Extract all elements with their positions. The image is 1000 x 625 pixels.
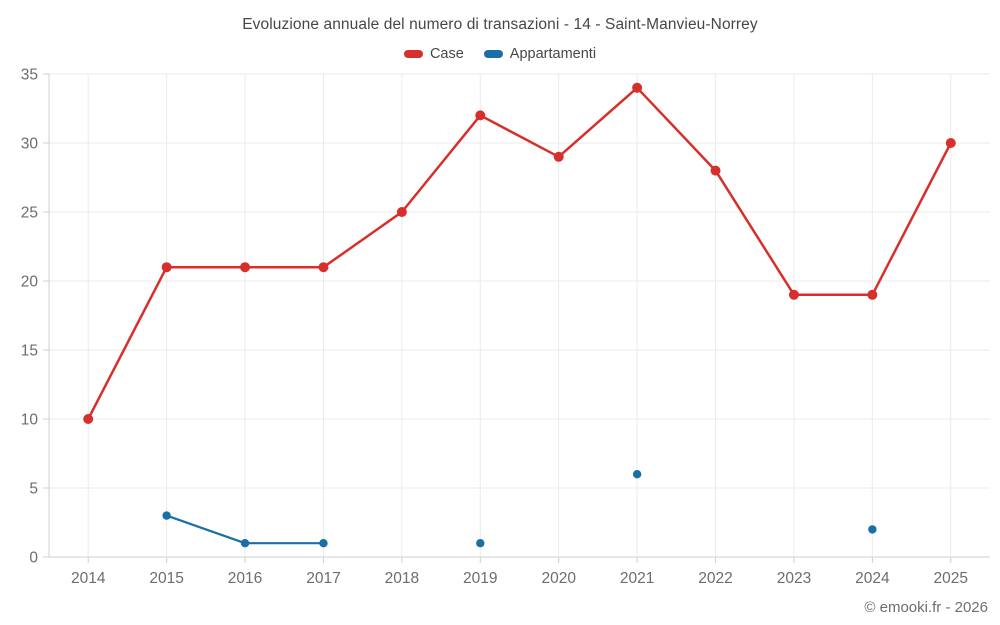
legend-label-case: Case <box>429 46 464 62</box>
legend-label-appartamenti: Appartamenti <box>509 46 597 62</box>
y-tick-label: 0 <box>29 550 38 567</box>
series-point-appartamenti-2015[interactable] <box>162 511 171 520</box>
chart-title: Evoluzione annuale del numero di transaz… <box>242 16 758 33</box>
x-tick-label: 2021 <box>620 570 654 587</box>
y-tick-label: 10 <box>21 412 39 429</box>
y-tick-label: 30 <box>21 136 39 153</box>
series-point-appartamenti-2016[interactable] <box>240 539 250 548</box>
x-tick-label: 2015 <box>149 570 183 587</box>
y-tick-label: 5 <box>29 481 38 498</box>
series-point-case-2018[interactable] <box>396 207 407 217</box>
case-series-swatch-icon <box>403 50 423 58</box>
x-tick-label: 2017 <box>306 570 340 587</box>
series-point-appartamenti-2019[interactable] <box>476 539 485 548</box>
series-point-case-2022[interactable] <box>710 165 721 176</box>
series-point-appartamenti-2017[interactable] <box>319 539 328 548</box>
y-tick-label: 25 <box>21 205 38 222</box>
appartamenti-series-swatch-icon <box>483 50 503 58</box>
y-tick-label: 35 <box>21 67 38 84</box>
legend-item-case[interactable]: Case <box>403 46 464 62</box>
series-point-case-2016[interactable] <box>240 262 251 273</box>
x-tick-label: 2024 <box>855 570 890 587</box>
series-point-appartamenti-2024[interactable] <box>868 525 877 534</box>
x-tick-label: 2014 <box>71 570 106 587</box>
chart-legend: Case Appartamenti <box>0 46 1000 62</box>
copyright-footer: © emooki.fr - 2026 <box>864 599 988 616</box>
x-tick-label: 2018 <box>385 570 419 587</box>
series-point-appartamenti-2021[interactable] <box>632 470 642 479</box>
legend-item-appartamenti[interactable]: Appartamenti <box>483 46 597 62</box>
series-point-case-2015[interactable] <box>161 262 172 273</box>
series-point-case-2017[interactable] <box>318 262 329 273</box>
series-point-case-2021[interactable] <box>632 82 643 93</box>
y-tick-label: 15 <box>21 343 38 360</box>
x-tick-label: 2016 <box>228 570 262 587</box>
series-line-case <box>86 86 953 421</box>
x-tick-label: 2022 <box>698 570 732 587</box>
series-point-case-2019[interactable] <box>475 110 486 121</box>
x-tick-label: 2025 <box>934 570 968 587</box>
y-tick-label: 20 <box>21 274 39 291</box>
series-point-case-2025[interactable] <box>945 138 956 148</box>
x-tick-label: 2020 <box>541 570 576 587</box>
x-tick-label: 2023 <box>777 570 811 587</box>
series-point-case-2024[interactable] <box>867 289 878 300</box>
x-tick-label: 2019 <box>463 570 497 587</box>
series-point-case-2014[interactable] <box>83 414 94 424</box>
series-point-case-2023[interactable] <box>788 289 799 300</box>
series-point-case-2020[interactable] <box>553 151 564 162</box>
